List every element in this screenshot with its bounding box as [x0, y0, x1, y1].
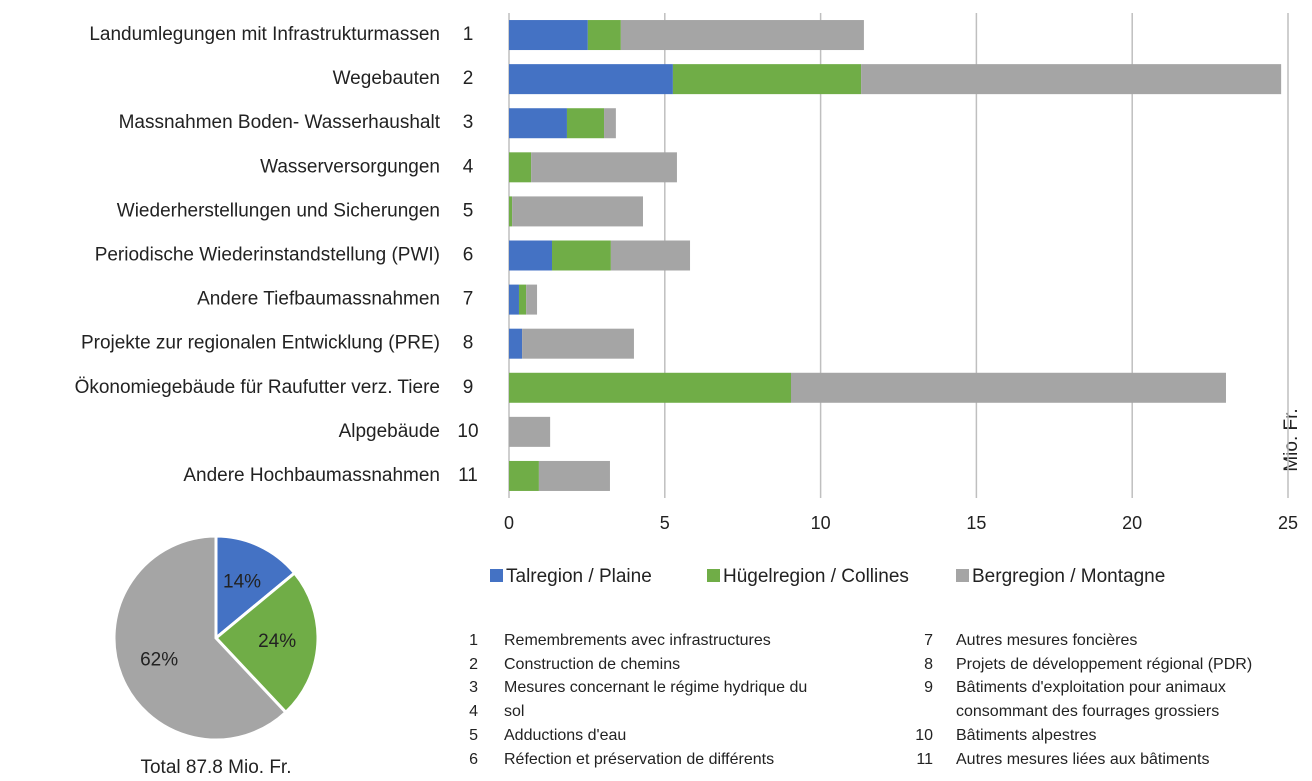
note-number: 8 — [924, 656, 933, 673]
bar-segment — [509, 372, 791, 403]
bar-segment — [531, 152, 677, 183]
legend-swatch — [707, 569, 720, 582]
note-text: Construction de chemins — [504, 656, 680, 673]
legend-label: Hügelregion / Collines — [723, 566, 909, 587]
note-text: Réfection et préservation de différents — [504, 751, 774, 768]
category-number: 4 — [463, 156, 474, 177]
category-label: Alpgebäude — [339, 421, 440, 442]
category-number: 7 — [463, 289, 474, 310]
x-tick-label: 10 — [811, 513, 831, 533]
bar-segment — [509, 20, 588, 51]
note-number: 2 — [469, 656, 478, 673]
note-text: Bâtiments alpestres — [956, 727, 1097, 744]
bar-segment — [509, 284, 519, 315]
category-number: 10 — [457, 421, 478, 442]
category-label: Massnahmen Boden- Wasserhaushalt — [119, 112, 441, 133]
category-number: 9 — [463, 377, 474, 398]
category-number: 2 — [463, 68, 474, 89]
x-tick-label: 0 — [504, 513, 514, 533]
note-text: Remembrements avec infrastructures — [504, 632, 771, 649]
category-label: Andere Tiefbaumassnahmen — [197, 289, 440, 310]
bar-segment — [509, 196, 513, 227]
note-number: 9 — [924, 679, 933, 696]
bar-segment — [509, 64, 673, 95]
category-number: 1 — [463, 24, 474, 45]
note-number: 5 — [469, 727, 478, 744]
note-text: Mesures concernant le régime hydrique du — [504, 679, 807, 696]
bar-segment — [509, 328, 523, 359]
bar-segment — [509, 460, 539, 491]
bar-segment — [620, 20, 864, 51]
category-number: 5 — [463, 200, 474, 221]
note-number: 7 — [924, 632, 933, 649]
bar-segment — [672, 64, 862, 95]
category-number: 6 — [463, 245, 474, 266]
x-tick-label: 15 — [966, 513, 986, 533]
note-text: Bâtiments d'exploitation pour animaux — [956, 679, 1226, 696]
legend-label: Bergregion / Montagne — [972, 566, 1165, 587]
category-label: Projekte zur regionalen Entwicklung (PRE… — [81, 333, 440, 354]
bar-segment — [552, 240, 611, 271]
note-number: 3 — [469, 679, 478, 696]
note-number: 10 — [915, 727, 933, 744]
category-label: Wegebauten — [333, 68, 440, 89]
category-label: Wasserversorgungen — [260, 156, 440, 177]
legend-swatch — [956, 569, 969, 582]
pie-label: 24% — [258, 631, 296, 652]
bar-segment — [604, 108, 616, 139]
note-text: Autres mesures liées aux bâtiments — [956, 751, 1209, 768]
bar-segment — [509, 416, 551, 447]
pie-caption: Total 87.8 Mio. Fr. — [140, 757, 291, 778]
note-text: sol — [504, 703, 524, 720]
bar-segment — [861, 64, 1282, 95]
bar-segment — [790, 372, 1226, 403]
bar-segment — [566, 108, 605, 139]
note-text: Adductions d'eau — [504, 727, 626, 744]
bar-segment — [522, 328, 634, 359]
pie-label: 14% — [223, 572, 261, 593]
category-label: Ökonomiegebäude für Raufutter verz. Tier… — [75, 377, 440, 398]
bar-segment — [538, 460, 610, 491]
note-text: Autres mesures foncières — [956, 632, 1137, 649]
category-number: 8 — [463, 333, 474, 354]
category-label: Landumlegungen mit Infrastrukturmassen — [89, 24, 440, 45]
x-axis-label: Mio. Fr. — [1281, 408, 1302, 471]
x-tick-label: 25 — [1278, 513, 1298, 533]
pie-slice — [214, 534, 297, 642]
category-label: Periodische Wiederinstandstellung (PWI) — [95, 245, 440, 266]
note-number: 11 — [916, 751, 933, 768]
bar-segment — [587, 20, 621, 51]
x-tick-label: 5 — [660, 513, 670, 533]
note-number: 6 — [469, 751, 478, 768]
legend-swatch — [490, 569, 503, 582]
pie-slice — [112, 534, 288, 742]
legend-label: Talregion / Plaine — [506, 566, 652, 587]
note-text: consommant des fourrages grossiers — [956, 703, 1219, 720]
pie-slice — [213, 570, 320, 715]
pie-label: 62% — [140, 650, 178, 671]
bar-segment — [509, 108, 567, 139]
bar-segment — [526, 284, 538, 315]
bar-segment — [509, 152, 532, 183]
category-number: 3 — [463, 112, 474, 133]
note-number: 1 — [469, 632, 478, 649]
category-number: 11 — [458, 465, 478, 486]
bar-segment — [610, 240, 691, 271]
bar-segment — [512, 196, 643, 227]
bar-segment — [518, 284, 527, 315]
x-tick-label: 20 — [1122, 513, 1142, 533]
category-label: Andere Hochbaumassnahmen — [183, 465, 440, 486]
category-label: Wiederherstellungen und Sicherungen — [117, 200, 440, 221]
bar-segment — [509, 240, 553, 271]
note-text: Projets de développement régional (PDR) — [956, 656, 1252, 673]
note-number: 4 — [469, 703, 478, 720]
